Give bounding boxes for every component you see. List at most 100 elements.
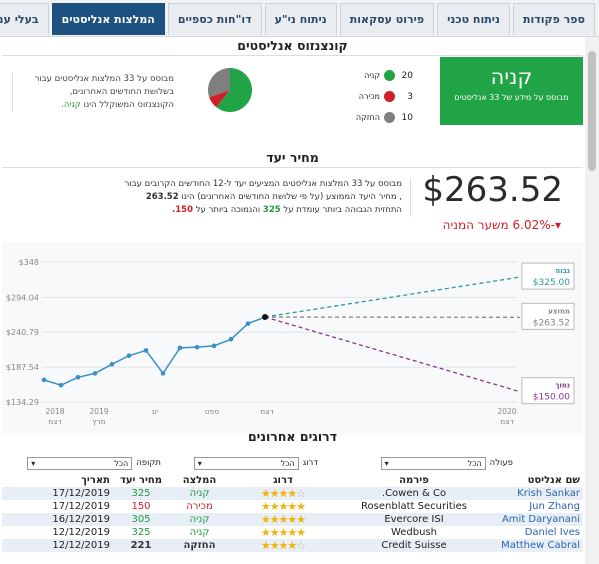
y-tick-label: $348 [19,258,39,267]
filter-rating: דרוג הכל ▾ [193,455,318,471]
target-text-line2-value: 263.52 [145,192,179,202]
col-rating[interactable]: דרוג [273,475,293,486]
target-text-line3-a: התחזית הגבוהה ביותר עומדת על [283,205,402,215]
legend-hold: 10 החזקה [351,107,413,128]
projection-value: $263.52 [533,318,570,328]
table-row[interactable]: Krish Sankar Cowen & Co. ★★★★☆ קניה 325 17/12… [2,487,583,500]
rating-date: 12/12/2019 [52,527,110,538]
col-date[interactable]: תאריך [81,475,110,486]
current-price-point [262,314,268,321]
tab-0[interactable]: ספר פקודות [512,3,595,35]
history-point [245,321,251,326]
tab-3[interactable]: ניתוח ני"ע [264,3,337,35]
filter-rating-label: דרוג [302,458,318,468]
recommendation: קניה [169,513,230,526]
history-point [211,343,217,349]
main-content: קונצנזוס אנליסטים קניה מבוסס על מידע של … [2,37,583,564]
legend-sell-label: מכירה [358,92,380,101]
col-recommendation[interactable]: המלצה [182,475,217,486]
projection-value: $325.00 [533,278,570,288]
history-point [228,337,234,342]
tab-1[interactable]: ניתוח טכני [437,3,510,35]
projection-value: $150.00 [533,393,570,403]
target-price-title: מחיר יעד [2,149,583,168]
analyst-name[interactable]: Matthew Cabral [492,539,583,552]
buy-dot-icon [384,70,395,81]
table-row[interactable]: Jun Zhang Rosenblatt Securities ★★★★★ מכירה… [2,500,583,513]
rating-date: 12/12/2019 [2,539,113,552]
rating-stars-icon: ★★★★☆ [230,487,336,500]
legend-buy-count: 20 [401,70,413,81]
consensus-text-line1: מבוסס על 33 המלצות אנליסטים עבור [34,74,174,84]
rating-stars-icon: ★★★★★ [230,513,336,526]
scrollbar[interactable] [585,37,599,564]
legend-sell-count: 3 [407,91,413,102]
x-tick-sublabel: דצמ [48,417,62,426]
target-text-high: 325 [262,205,281,215]
analyst-name[interactable]: Krish Sankar [492,487,583,500]
firm-name: Credit Suisse [336,539,492,552]
analyst-name[interactable]: Daniel Ives [524,527,580,538]
x-tick-sublabel: דצמ [500,417,514,426]
col-analyst[interactable]: שם אנליסט [527,475,580,486]
tab-5[interactable]: המלצות אנליסטים [51,3,165,35]
projection-label: נמוך [555,382,570,390]
legend-buy-label: קניה [364,71,380,80]
legend-hold-label: החזקה [355,113,380,122]
scrollbar-thumb[interactable] [588,51,596,171]
table-row[interactable]: Matthew Cabral Credit Suisse ★★★★☆ החזקה 221… [2,539,583,552]
filter-action-select[interactable]: הכל ▾ [380,456,486,470]
history-line [43,316,266,386]
history-point [177,345,183,351]
target-price-value: $263.52 [422,170,563,210]
consensus-text-line3: הקונצנזוס המשוקלל הינו קניה. [19,99,174,112]
target-price-change: ▾-6.02% משער המניה [442,218,561,232]
x-tick-label: דצמ [260,407,274,416]
filter-action-value: הכל [467,458,482,468]
table-row[interactable]: Amit Daryanani Evercore ISI ★★★★★ קניה 305 16… [2,513,583,526]
legend-buy: 20 קניה [351,65,413,86]
tab-4[interactable]: דו"חות כספיים [167,3,262,35]
recommendation: החזקה [169,539,230,552]
hold-dot-icon [384,112,395,123]
projection-line [264,316,521,393]
tab-6[interactable]: בעלי עניין [0,3,49,35]
firm-name: Wedbush [390,527,438,538]
recent-ratings-title: דרוגים אחרונים [247,429,338,444]
target-price: 150 [131,501,151,512]
y-tick-label: $240.79 [6,328,39,337]
analyst-name[interactable]: Amit Daryanani [492,513,583,526]
chevron-down-icon: ▾ [197,458,202,468]
table-row[interactable]: Daniel Ives Wedbush ★★★★★ קניה 325 12/12/2019 [2,526,583,539]
y-tick-label: $187.54 [6,363,39,372]
rating-stars-icon: ★★★★☆ [230,539,336,552]
chevron-down-icon: ▾ [31,458,36,468]
projection-label: ממוצע [548,307,570,315]
table-header-row: שם אנליסט פירמה דרוג המלצה מחיר יעד תארי… [2,474,583,487]
history-point [58,382,64,388]
target-text-low: 150. [172,205,194,215]
firm-name: Rosenblatt Securities [361,501,467,512]
target-text-line2: , מחיר היעד הממוצע (על פי שלושת החודשים … [12,191,402,204]
filter-period: תקופה הכל ▾ [27,455,161,471]
history-point [143,348,149,353]
consensus-legend: 20 קניה 3 מכירה 10 החזקה [351,65,413,128]
tab-bar: ספר פקודות ניתוח טכני פירוט עסקאות ניתוח ני… [0,0,599,37]
tab-2[interactable]: פירוט עסקאות [339,3,435,35]
filter-rating-select[interactable]: הכל ▾ [193,456,299,470]
filter-period-select[interactable]: הכל ▾ [27,456,133,470]
target-text-line1: מבוסס על 33 המלצות אנליסטים המציעים יעד … [124,179,402,189]
pie-slice-0 [216,68,252,112]
rating-stars-icon: ★★★★★ [260,526,306,539]
consensus-text-line2: בשלושת החודשים האחרונים, [69,87,174,97]
filter-rating-value: הכל [280,458,295,468]
col-firm[interactable]: פירמה [399,475,429,486]
history-point [41,377,47,383]
recent-ratings-table: שם אנליסט פירמה דרוג המלצה מחיר יעד תארי… [2,474,583,552]
consensus-text-line3-value: קניה. [61,100,81,110]
history-point [126,353,132,358]
consensus-text-line3-prefix: הקונצנזוס המשוקלל הינו [83,100,174,110]
x-tick-label: 2018 [45,407,64,416]
col-target[interactable]: מחיר יעד [119,475,163,486]
analyst-name[interactable]: Jun Zhang [529,501,580,512]
